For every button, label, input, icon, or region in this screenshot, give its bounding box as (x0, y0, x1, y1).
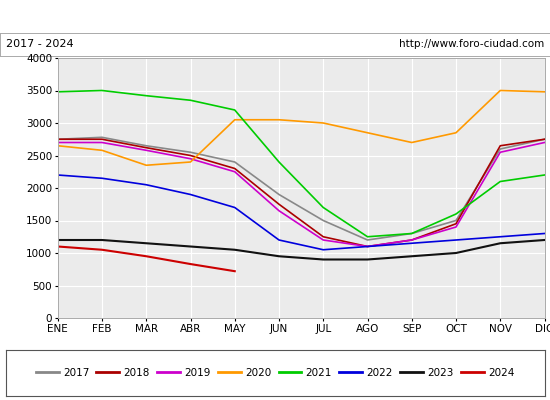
Text: 2017 - 2024: 2017 - 2024 (6, 39, 73, 49)
Text: http://www.foro-ciudad.com: http://www.foro-ciudad.com (399, 39, 544, 49)
Text: Evolucion del paro registrado en Calvià: Evolucion del paro registrado en Calvià (131, 8, 419, 24)
Legend: 2017, 2018, 2019, 2020, 2021, 2022, 2023, 2024: 2017, 2018, 2019, 2020, 2021, 2022, 2023… (31, 364, 519, 382)
